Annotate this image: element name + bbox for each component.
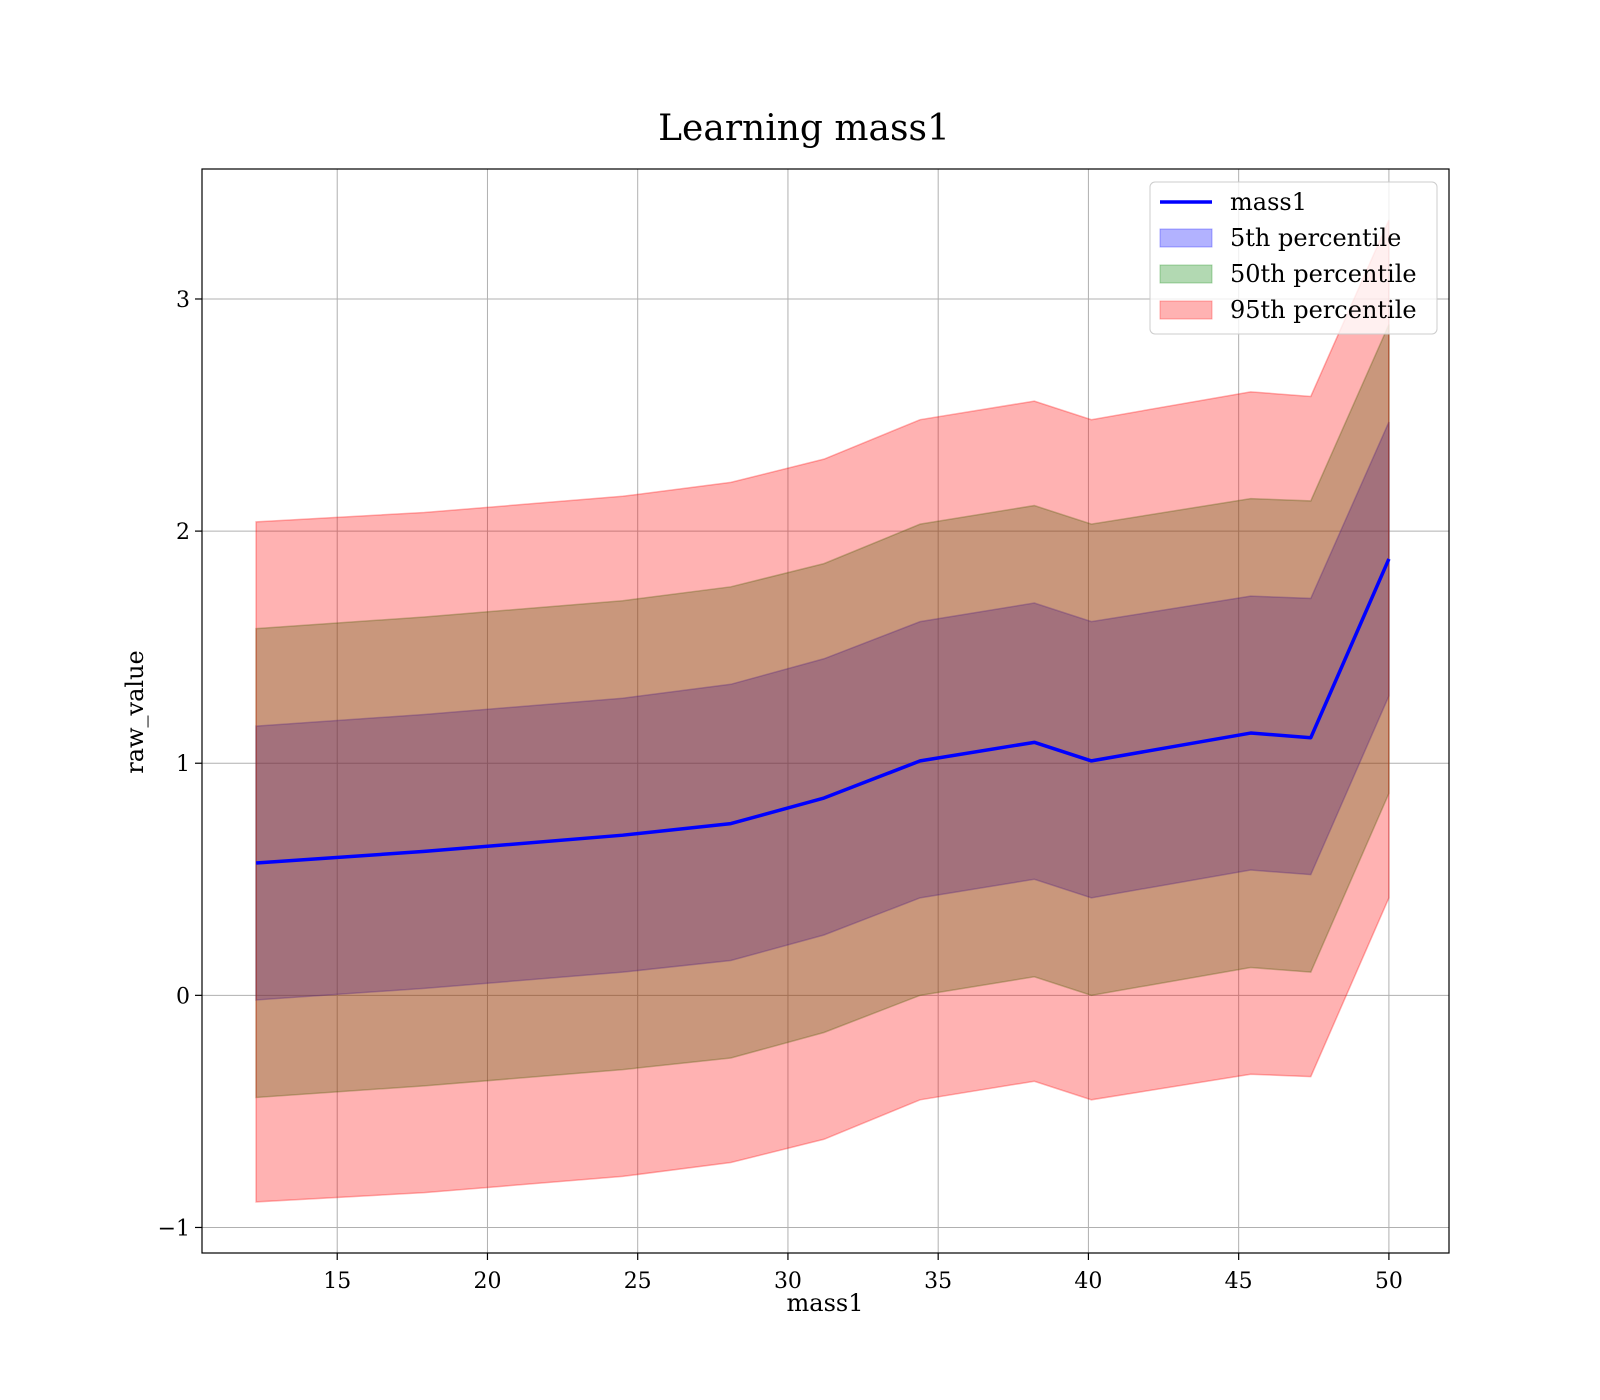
x-tick-label: 25 bbox=[624, 1269, 652, 1294]
legend-band-swatch bbox=[1160, 265, 1212, 283]
x-tick-label: 15 bbox=[323, 1269, 351, 1294]
legend-label: mass1 bbox=[1230, 188, 1307, 216]
y-tick-label: 2 bbox=[176, 520, 190, 545]
legend-band-swatch bbox=[1160, 301, 1212, 319]
y-tick-label: 0 bbox=[176, 984, 190, 1009]
y-axis-label: raw_value bbox=[121, 650, 149, 774]
y-tick-label: −1 bbox=[158, 1216, 190, 1241]
legend: mass1 5th percentile 50th percentile 95th p… bbox=[1150, 182, 1437, 334]
y-tick-label: 3 bbox=[176, 288, 190, 313]
x-tick-label: 35 bbox=[924, 1269, 952, 1294]
legend-band-swatch bbox=[1160, 229, 1212, 247]
x-tick-label: 50 bbox=[1375, 1269, 1403, 1294]
y-tick-label: 1 bbox=[176, 752, 190, 777]
chart-title: Learning mass1 bbox=[658, 108, 950, 149]
x-tick-label: 20 bbox=[473, 1269, 501, 1294]
x-axis-label: mass1 bbox=[787, 1289, 864, 1317]
x-tick-label: 40 bbox=[1074, 1269, 1102, 1294]
legend-label: 5th percentile bbox=[1230, 224, 1401, 252]
legend-label: 50th percentile bbox=[1230, 260, 1417, 288]
legend-label: 95th percentile bbox=[1230, 296, 1417, 324]
x-tick-label: 45 bbox=[1225, 1269, 1253, 1294]
